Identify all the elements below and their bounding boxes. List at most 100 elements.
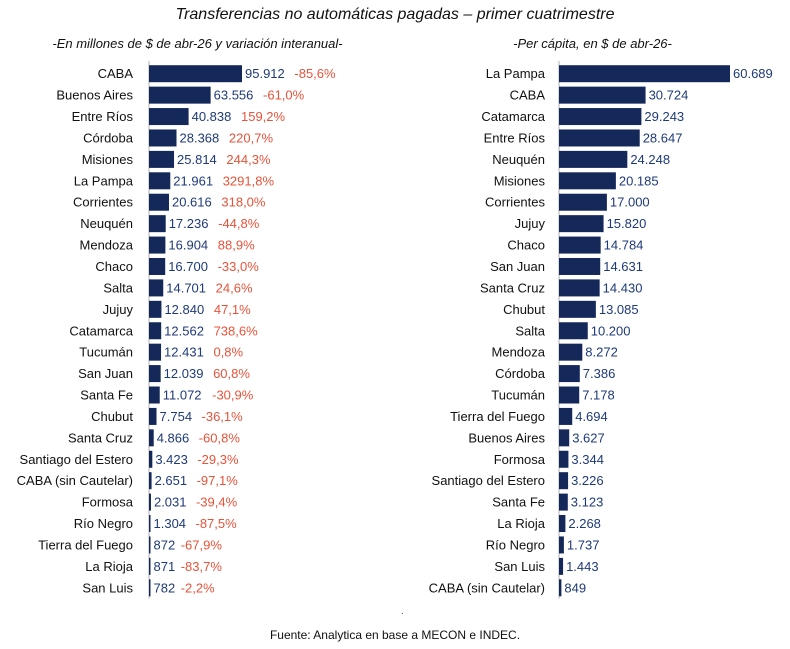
left-bar — [149, 365, 161, 383]
right-value-label: 14.784 — [604, 238, 644, 253]
right-value-label: 29.243 — [644, 109, 684, 124]
chart-title: Transferencias no automáticas pagadas – … — [175, 6, 615, 23]
left-variation-label: 24,6% — [216, 280, 253, 295]
right-value-label: 7.178 — [582, 388, 615, 403]
right-bar — [559, 386, 580, 404]
right-category-label: Formosa — [494, 452, 546, 467]
right-category-label: La Pampa — [486, 66, 546, 81]
left-category-label: Chubut — [91, 409, 133, 424]
right-value-label: 24.248 — [630, 152, 670, 167]
left-category-label: CABA (sin Cautelar) — [17, 473, 133, 488]
right-bar — [559, 365, 580, 383]
left-variation-label: -85,6% — [294, 66, 336, 81]
right-category-label: San Juan — [490, 259, 545, 274]
right-category-label: Salta — [515, 323, 545, 338]
right-value-label: 13.085 — [599, 302, 639, 317]
right-value-label: 3.344 — [571, 452, 604, 467]
left-value-label: 4.866 — [157, 430, 190, 445]
left-bar — [149, 407, 157, 425]
left-value-label: 2.031 — [154, 495, 187, 510]
left-value-label: 16.700 — [168, 259, 208, 274]
right-bar — [559, 322, 588, 340]
right-bar — [559, 86, 646, 104]
left-value-label: 7.754 — [160, 409, 193, 424]
left-variation-label: -87,5% — [196, 516, 238, 531]
right-category-label: CABA — [510, 88, 546, 103]
right-value-label: 8.272 — [585, 345, 618, 360]
left-bar — [149, 386, 160, 404]
right-category-label: Misiones — [494, 173, 546, 188]
left-variation-label: -97,1% — [197, 473, 239, 488]
left-variation-label: 244,3% — [226, 152, 271, 167]
right-value-label: 1.443 — [566, 559, 599, 574]
left-bar — [149, 343, 162, 361]
left-value-label: 12.039 — [164, 366, 204, 381]
left-category-label: Córdoba — [83, 130, 134, 145]
left-value-label: 28.368 — [180, 130, 220, 145]
left-variation-label: 60,8% — [213, 366, 250, 381]
left-variation-label: -39,4% — [196, 495, 238, 510]
right-category-label: Catamarca — [481, 109, 545, 124]
right-bar — [559, 450, 569, 468]
left-category-label: Buenos Aires — [56, 88, 133, 103]
left-bar — [149, 257, 166, 275]
left-category-label: Corrientes — [73, 195, 133, 210]
left-category-label: Chaco — [95, 259, 133, 274]
left-value-label: 1.304 — [154, 516, 187, 531]
left-bar — [149, 129, 177, 147]
right-category-label: Santiago del Estero — [432, 473, 545, 488]
right-value-label: 2.268 — [568, 516, 601, 531]
left-chart-subtitle: -En millones de $ de abr-26 y variación … — [52, 36, 343, 51]
left-value-label: 12.431 — [164, 345, 204, 360]
right-bar — [559, 429, 570, 447]
left-bar — [149, 450, 153, 468]
right-category-label: Tucumán — [491, 388, 545, 403]
left-value-label: 63.556 — [214, 88, 254, 103]
right-category-label: Corrientes — [485, 195, 545, 210]
left-variation-label: -33,0% — [218, 259, 260, 274]
left-bar — [149, 472, 152, 490]
right-category-label: Santa Fe — [492, 495, 545, 510]
left-category-label: La Pampa — [74, 173, 134, 188]
left-category-label: San Juan — [78, 366, 133, 381]
left-value-label: 782 — [154, 580, 176, 595]
left-variation-label: -83,7% — [181, 559, 223, 574]
left-value-label: 2.651 — [155, 473, 188, 488]
left-bar — [149, 108, 189, 126]
left-bar — [149, 515, 151, 533]
left-variation-label: 0,8% — [213, 345, 243, 360]
right-bar — [559, 236, 601, 254]
right-category-label: Chubut — [503, 302, 545, 317]
left-variation-label: 159,2% — [241, 109, 286, 124]
right-bar — [559, 579, 562, 597]
left-variation-label: -60,8% — [199, 430, 241, 445]
left-bar — [149, 322, 162, 340]
left-value-label: 95.912 — [245, 66, 285, 81]
right-bar — [559, 215, 604, 233]
right-value-label: 1.737 — [567, 537, 600, 552]
left-variation-label: -29,3% — [197, 452, 239, 467]
left-variation-label: 88,9% — [218, 238, 255, 253]
left-value-label: 12.562 — [164, 323, 204, 338]
source-note: Fuente: Analytica en base a MECON e INDE… — [269, 628, 521, 642]
left-category-label: Formosa — [82, 495, 134, 510]
left-bar — [149, 279, 164, 297]
left-value-label: 40.838 — [192, 109, 232, 124]
left-category-label: La Rioja — [85, 559, 133, 574]
left-category-label: CABA — [98, 66, 134, 81]
left-value-label: 12.840 — [164, 302, 204, 317]
left-category-label: Río Negro — [74, 516, 133, 531]
left-category-label: Entre Ríos — [72, 109, 134, 124]
separator-dot: . — [401, 606, 404, 617]
left-bar — [149, 215, 166, 233]
right-category-label: Córdoba — [495, 366, 546, 381]
left-bar — [149, 557, 151, 575]
right-bar — [559, 300, 596, 318]
left-variation-label: -61,0% — [263, 88, 305, 103]
left-value-label: 25.814 — [177, 152, 217, 167]
right-value-label: 3.627 — [572, 430, 605, 445]
left-bar — [149, 86, 211, 104]
right-value-label: 30.724 — [649, 88, 689, 103]
left-bar — [149, 150, 175, 168]
right-category-label: Neuquén — [492, 152, 545, 167]
